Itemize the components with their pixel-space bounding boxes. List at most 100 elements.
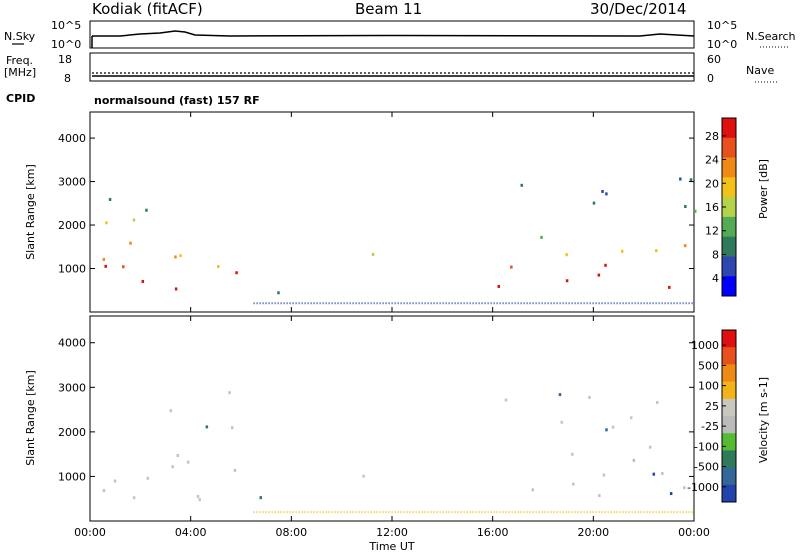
echo-cell [186, 460, 190, 464]
freq-label: Freq. [6, 54, 33, 67]
colorbar-swatch [722, 216, 736, 238]
echo-cell [169, 409, 173, 413]
echo-cell [510, 265, 513, 269]
velocity-data-layer [102, 391, 694, 514]
nsky-trace [92, 30, 695, 37]
colorbar-swatch [722, 347, 736, 365]
colorbar-tick-label: 20 [705, 177, 719, 190]
echo-cell [145, 208, 148, 212]
nsky-tick-bottom: 10^0 [51, 38, 81, 51]
echo-cell [235, 271, 238, 275]
x-tick-label: 08:00 [275, 526, 307, 539]
echo-cell [174, 255, 177, 259]
freq-unit-label: [MHz] [4, 66, 36, 79]
nave-tick-top: 60 [707, 53, 721, 66]
colorbar-swatch [722, 484, 736, 503]
echo-cell [132, 218, 136, 222]
colorbar-tick-label: -500 [694, 461, 719, 474]
echo-cell [620, 249, 624, 253]
x-tick-label: 16:00 [477, 526, 509, 539]
echo-cell [679, 177, 682, 181]
echo-cell [693, 209, 697, 213]
freq-panel: Freq. [MHz] 18 8 60 0 Nave CPID normalso… [4, 52, 778, 107]
colorbar-swatch [722, 467, 736, 486]
echo-cell [105, 221, 108, 225]
echo-cell [611, 425, 615, 429]
nave-tick-bottom: 0 [707, 72, 714, 85]
power-data-layer [102, 177, 697, 305]
y-tick-label: 2000 [58, 219, 86, 232]
echo-cell [632, 458, 636, 462]
time-axis-label: Time UT [368, 540, 414, 553]
colorbar-tick-label: 1000 [691, 339, 719, 352]
echo-cell [233, 468, 237, 472]
nsky-tick-top: 10^5 [51, 19, 81, 32]
echo-cell [122, 265, 125, 269]
echo-cell [661, 471, 664, 475]
y-tick-label: 3000 [58, 381, 86, 394]
echo-cell [558, 393, 562, 397]
velocity-y-ticks: 1000 2000 3000 4000 [58, 337, 694, 483]
power-y-ticks: 1000 2000 3000 4000 [58, 132, 694, 276]
colorbar-tick-label: 25 [705, 400, 719, 413]
echo-cell [277, 291, 280, 295]
echo-cell [684, 204, 687, 208]
colorbar-tick-label: 8 [712, 248, 719, 261]
y-tick-label: 4000 [58, 132, 86, 145]
echo-cell [565, 253, 568, 257]
echo-cell [102, 489, 106, 493]
echo-cell [102, 257, 106, 261]
nsearch-tick-bottom: 10^0 [707, 38, 737, 51]
echo-cell [630, 416, 633, 420]
y-tick-label: 3000 [58, 176, 86, 189]
echo-cell [668, 285, 671, 289]
colorbar-swatch [722, 177, 736, 198]
power-panel: 1000 2000 3000 4000 Slant Range [km] 28 24 20… [24, 111, 770, 313]
echo-cell [108, 197, 112, 201]
echo-cell [146, 476, 150, 480]
power-colorbar: 28 24 20 16 12 8 4 [705, 117, 737, 297]
echo-cell [196, 494, 200, 498]
colorbar-swatch [722, 118, 736, 139]
colorbar-swatch [722, 276, 736, 297]
colorbar-swatch [722, 197, 736, 218]
echo-cell [648, 445, 652, 449]
x-tick-label: 04:00 [175, 526, 207, 539]
echo-cell [132, 496, 136, 500]
power-ylabel: Slant Range [km] [24, 164, 37, 260]
echo-cell [683, 244, 687, 248]
echo-cell [565, 279, 569, 283]
echo-cell [259, 496, 262, 500]
echo-cell [371, 252, 375, 256]
x-tick-label: 00:00 [678, 526, 710, 539]
colorbar-swatch [722, 381, 736, 400]
echo-cell [588, 395, 591, 399]
colorbar-tick-label: 500 [698, 359, 719, 372]
echo-cell [597, 273, 601, 277]
colorbar-tick-label: -100 [694, 440, 719, 453]
x-tick-label: 20:00 [577, 526, 609, 539]
echo-cell [198, 498, 201, 502]
colorbar-swatch [722, 236, 736, 257]
echo-cell [176, 453, 180, 457]
colorbar-tick-label: 28 [705, 130, 719, 143]
x-tick-label: 00:00 [74, 526, 106, 539]
date-title: 30/Dec/2014 [590, 0, 686, 18]
colorbar-swatch [722, 433, 736, 451]
x-tick-label: 12:00 [376, 526, 408, 539]
echo-cell [605, 428, 608, 432]
echo-cell [540, 235, 543, 239]
y-tick-label: 4000 [58, 337, 86, 350]
echo-cell [598, 494, 601, 498]
beam-title: Beam 11 [355, 0, 422, 18]
echo-cell [601, 189, 604, 193]
echo-cell [362, 474, 365, 478]
cpid-label: CPID [6, 92, 35, 105]
echo-cell [217, 265, 220, 269]
echo-cell [171, 465, 174, 469]
colorbar-swatch [722, 157, 736, 178]
echo-cell [228, 391, 231, 395]
echo-cell [179, 254, 182, 258]
colorbar-tick-label: 4 [712, 272, 719, 285]
echo-cell [655, 400, 659, 404]
